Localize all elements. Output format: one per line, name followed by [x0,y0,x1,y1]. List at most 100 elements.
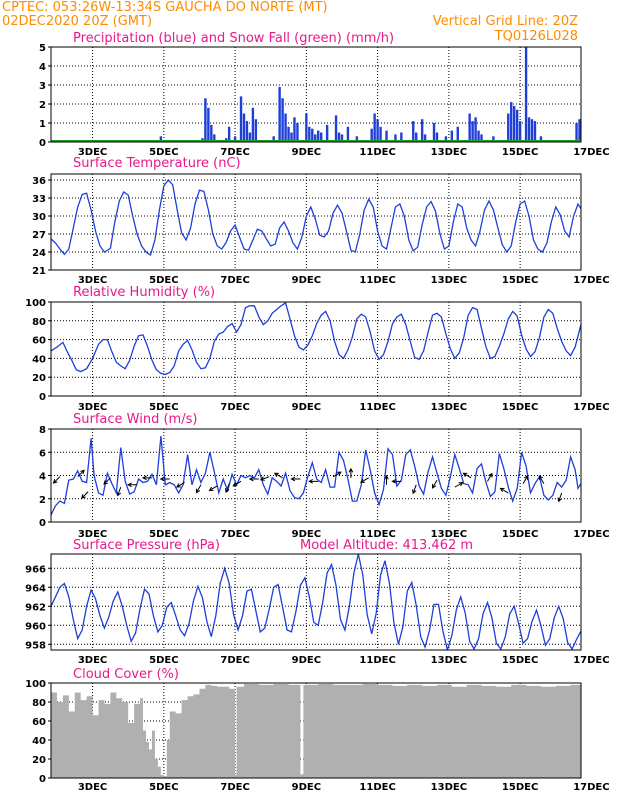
precip-bar [575,123,578,142]
humidity-date-label: 11DEC [359,402,395,413]
wind-ytick-label: 4 [39,472,46,483]
wind-arrow [557,492,563,503]
wind-arrow [487,472,493,482]
precip-bar [210,124,213,142]
precip-bar [444,136,448,142]
header-grid-line: Vertical Grid Line: 20Z [433,14,578,29]
wind-arrow [259,476,270,481]
temperature-date-label: 7DEC [220,275,249,286]
wind-title: Surface Wind (m/s) [73,412,197,427]
cloud-date-label: 5DEC [149,782,178,793]
precip-date-label: 15DEC [502,147,538,158]
temperature-title: Surface Temperature (nC) [73,156,241,171]
precip-bar [420,119,424,142]
precip-date-label: 5DEC [149,147,178,158]
precip-bar [248,132,252,142]
precip-bar [213,134,216,142]
temperature-ytick-label: 33 [32,194,46,205]
precip-bar [204,98,207,142]
wind-arrow [141,475,152,481]
cloud-date-label: 13DEC [431,782,467,793]
precip-bar [512,105,516,142]
wind-arrow [308,478,319,484]
pressure-data [51,554,581,650]
pressure-title: Surface Pressure (hPa) [73,538,220,553]
wind-arrow [412,484,417,495]
precip-title: Precipitation (blue) and Snow Fall (gree… [73,31,394,46]
precip-bar [287,126,290,142]
panel-precip: Precipitation (blue) and Snow Fall (gree… [39,31,610,158]
precip-bar [159,136,163,142]
humidity-ytick-label: 0 [39,392,46,403]
cloud-ytick-label: 0 [39,774,46,785]
precip-bar [373,113,376,142]
precip-bar [400,132,403,142]
wind-arrow [232,480,242,487]
precip-bar [254,119,258,142]
wind-arrow [348,467,354,478]
precip-bar [340,134,344,142]
wind-arrow [384,474,389,485]
header-date: 02DEC2020 20Z (GMT) [2,14,152,29]
precip-bar [539,136,543,142]
pressure-date-label: 17DEC [573,655,609,666]
wind-arrow [360,477,369,483]
humidity-data [51,302,581,376]
panel-cloud: Cloud Cover (%) 0 20 40 60 80 100 3DEC 5DEC 7DEC 9… [25,667,609,793]
precip-bar [242,113,246,142]
pressure-frame [50,553,582,651]
pressure-ytick-label: 960 [25,621,46,632]
wind-arrow [195,484,202,494]
precip-date-label: 11DEC [359,147,395,158]
precip-date-label: 9DEC [292,147,321,158]
cloud-ytick-label: 20 [32,755,46,766]
pressure-date-label: 5DEC [149,655,178,666]
pressure-model-altitude: Model Altitude: 413.462 m [300,538,473,553]
precip-frame [50,46,582,143]
panel-temperature: Surface Temperature (nC) 21 24 27 30 33 36 3DEC… [32,156,610,286]
wind-ytick-label: 6 [39,448,46,459]
wind-date-label: 17DEC [573,529,609,540]
temperature-data [51,178,581,257]
temperature-ytick-label: 36 [32,176,46,187]
temperature-date-label: 13DEC [431,275,467,286]
precip-bar [450,130,454,142]
wind-arrow [52,476,61,484]
precip-bar [290,132,293,142]
temperature-date-label: 9DEC [292,275,321,286]
wind-arrow [81,491,89,499]
precip-bar [325,124,329,142]
wind-arrow [159,476,170,482]
precip-bar [533,121,537,142]
precip-bar [492,136,495,142]
temperature-date-label: 11DEC [359,275,395,286]
wind-arrow [273,472,283,479]
humidity-title: Relative Humidity (%) [73,285,215,300]
precip-bar [432,123,436,142]
precip-bar [296,123,299,142]
humidity-date-label: 17DEC [573,402,609,413]
pressure-date-label: 7DEC [220,655,249,666]
temperature-ytick-label: 24 [32,248,46,259]
precip-date-label: 3DEC [78,147,107,158]
wind-date-label: 13DEC [431,529,467,540]
pressure-ytick-label: 966 [25,564,46,575]
precip-bar [284,113,287,142]
wind-arrow [290,476,301,482]
cloud-frame [50,682,582,779]
precip-ytick-label: 3 [39,81,46,92]
precip-bar [305,113,308,142]
temperature-date-label: 3DEC [78,275,107,286]
humidity-date-label: 5DEC [149,402,178,413]
wind-arrow [175,482,185,488]
precip-bar [518,121,522,142]
wind-arrow [248,476,259,482]
pressure-ytick-label: 962 [25,602,46,613]
precip-bar [337,132,341,142]
precip-bar [278,86,281,142]
wind-arrow [103,477,111,485]
precip-bar [578,119,581,142]
precip-bar [281,98,284,142]
wind-arrow [454,482,464,488]
